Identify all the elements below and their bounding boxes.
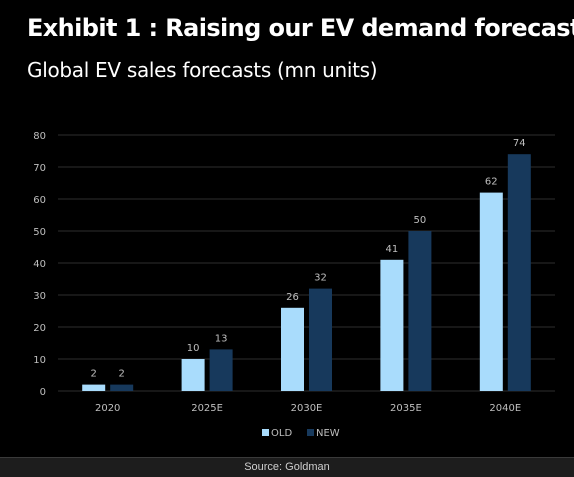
data-label: 62 [485,177,498,188]
legend-label-old: OLD [271,428,292,439]
y-tick-label: 40 [33,259,46,270]
bar-new [507,154,531,391]
y-tick-label: 80 [33,131,46,142]
x-tick-label: 2025E [191,403,223,414]
y-tick-label: 60 [33,195,46,206]
x-tick-label: 2040E [489,403,521,414]
y-tick-label: 50 [33,227,46,238]
bar-old [181,359,205,391]
bar-old [479,192,503,391]
bar-old [380,259,404,391]
data-label: 41 [386,244,399,255]
chart-panel: Exhibit 1 : Raising our EV demand foreca… [27,14,574,439]
x-tick-label: 2030E [291,403,323,414]
data-label: 74 [513,138,526,149]
data-label: 32 [314,273,327,284]
data-label: 2 [119,369,125,380]
y-tick-label: 30 [33,291,46,302]
data-label: 2 [91,369,97,380]
bar-new [309,288,332,391]
chart-subtitle: Global EV sales forecasts (mn units) [27,58,378,82]
x-tick-label: 2020 [95,403,120,414]
y-tick-label: 0 [40,387,46,398]
bar-new [110,384,134,391]
bar-chart: 0 10 20 30 40 50 60 70 80 2 2 2020 10 13 2025E 26 32 2030… [33,131,555,439]
data-label: 13 [215,333,228,344]
bar-old [82,384,106,391]
chart-title: Exhibit 1 : Raising our EV demand foreca… [27,14,574,42]
y-tick-label: 70 [33,163,46,174]
legend-swatch-new [307,429,314,436]
legend-label-new: NEW [316,428,340,439]
legend-swatch-old [262,429,269,436]
bar-new [408,231,432,391]
y-tick-label: 20 [33,323,46,334]
source-footer: Source: Goldman [0,457,574,477]
x-tick-label: 2035E [390,403,422,414]
bar-old [281,307,304,391]
bar-new [209,349,233,391]
data-label: 10 [187,343,200,354]
y-tick-label: 10 [33,355,46,366]
data-label: 50 [414,215,427,226]
data-label: 26 [286,292,299,303]
